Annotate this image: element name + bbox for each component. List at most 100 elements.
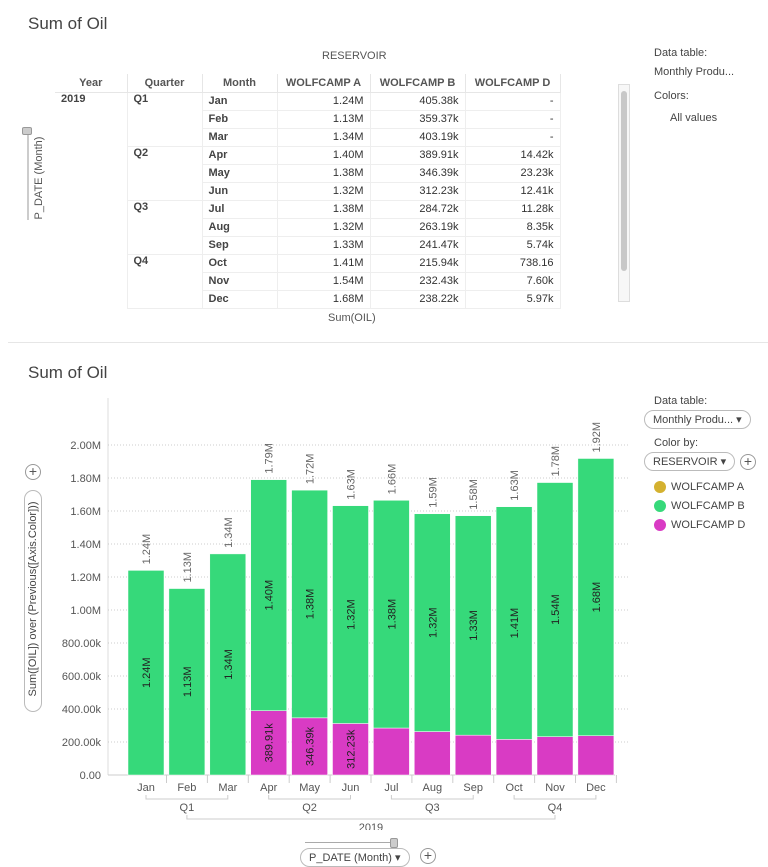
header-year[interactable]: Year (55, 74, 128, 93)
row-axis-label[interactable]: P_DATE (Month) (33, 136, 45, 220)
table-row: Feb 1.13M 359.37k - (55, 110, 561, 129)
x-axis-selector-label: P_DATE (Month) (309, 852, 392, 864)
value-cell: - (465, 128, 561, 147)
bar-segment (495, 506, 533, 740)
colors-value[interactable]: All values (670, 112, 718, 124)
color-by-dropdown[interactable]: RESERVOIR ▾ (644, 452, 736, 471)
quarter-cell: Q4 (127, 254, 203, 309)
x-axis-selector[interactable]: P_DATE (Month) ▾ (300, 848, 410, 867)
table-row: 2019 Q1 Jan 1.24M 405.38k - (55, 92, 561, 308)
value-cell: 1.32M (277, 182, 371, 201)
add-x-axis-button[interactable]: + (420, 848, 436, 864)
bar-segment (250, 710, 287, 776)
vertical-scrollbar[interactable] (618, 84, 630, 302)
legend-item[interactable]: WOLFCAMP B (654, 500, 745, 513)
bar-total-label: 1.58M (468, 479, 480, 510)
bar-segment (291, 489, 328, 719)
bar-segment (414, 513, 451, 732)
year-cell: 2019 (55, 92, 128, 308)
legend-item[interactable]: WOLFCAMP D (654, 519, 746, 532)
data-table-value[interactable]: Monthly Produ... (654, 66, 735, 78)
quarter-label: Q4 (548, 802, 563, 814)
x-tick-label: Jan (137, 782, 155, 794)
bar-segment-label: 1.40M (264, 580, 276, 611)
bar-segment-label: 1.13M (182, 666, 194, 697)
bar-total-label: 1.78M (550, 446, 562, 477)
value-cell: 1.33M (277, 236, 371, 255)
table-row: Q4 Oct 1.41M 215.94k 738.16 (55, 254, 561, 309)
value-cell: 1.24M (277, 92, 371, 111)
chevron-down-icon: ▾ (720, 456, 727, 468)
x-tick-label: Sep (463, 782, 483, 794)
legend-swatch (654, 481, 666, 494)
bar-total-label: 1.13M (182, 552, 194, 583)
bar-segment-label: 1.38M (305, 589, 317, 620)
bar-segment-label: 1.68M (591, 582, 603, 613)
legend-label: WOLFCAMP A (671, 481, 745, 493)
month-cell: Oct (202, 254, 278, 273)
month-cell: Jan (202, 92, 278, 111)
month-cell: Jul (202, 200, 278, 219)
scrollbar-thumb[interactable] (621, 91, 627, 271)
header-wolfcamp-a[interactable]: WOLFCAMP A (277, 74, 371, 93)
bar-segment (577, 735, 615, 776)
data-table-dropdown[interactable]: Monthly Produ... ▾ (644, 410, 751, 429)
bar-total-label: 1.79M (264, 443, 276, 474)
x-slider-handle[interactable] (390, 838, 398, 848)
table-row: Mar 1.34M 403.19k - (55, 128, 561, 147)
header-month[interactable]: Month (202, 74, 278, 93)
bar-total-label: 1.63M (346, 469, 358, 500)
value-cell: - (465, 110, 561, 129)
bar-segment (373, 500, 410, 729)
add-y-axis-button[interactable]: + (25, 464, 41, 480)
y-tick-label: 2.00M (70, 440, 101, 452)
header-quarter[interactable]: Quarter (127, 74, 203, 93)
value-cell: 5.74k (465, 236, 561, 255)
value-cell: 1.34M (277, 128, 371, 147)
table-row: Sep 1.33M 241.47k 5.74k (55, 236, 561, 255)
bar-chart: 0.00 200.00k 400.00k 600.00k 800.00k 1.00M 1.2… (62, 398, 630, 830)
quarter-cell: Q2 (127, 146, 203, 201)
y-tick-label: 400.00k (62, 704, 102, 716)
value-cell: 1.13M (277, 110, 371, 129)
bar-segment-label: 1.33M (468, 610, 480, 641)
value-cell: 1.40M (277, 146, 371, 165)
y-tick-label: 600.00k (62, 671, 102, 683)
legend-item[interactable]: WOLFCAMP A (654, 481, 745, 494)
bar-segment-label: 1.24M (141, 657, 153, 688)
add-color-button[interactable]: + (740, 454, 756, 470)
header-wolfcamp-d[interactable]: WOLFCAMP D (465, 74, 561, 93)
y-axis-selector-label[interactable]: Sum([OIL]) over (Previous([Axis.Color])) (27, 501, 39, 697)
bar-segment (332, 723, 369, 776)
value-cell: 1.41M (277, 254, 371, 273)
bar-segment (291, 717, 328, 776)
month-cell: Feb (202, 110, 278, 129)
bar-total-label: 1.66M (386, 464, 398, 495)
chevron-down-icon: ▾ (736, 414, 742, 426)
slider-handle[interactable] (22, 127, 32, 135)
quarter-cell: Q3 (127, 200, 203, 255)
quarter-bracket (145, 795, 229, 800)
legend-label: WOLFCAMP D (671, 519, 746, 531)
bar-total-label: 1.92M (591, 422, 603, 453)
legend-label: WOLFCAMP B (671, 500, 745, 512)
bar-total-label: 1.63M (509, 470, 521, 501)
quarter-bracket (268, 795, 351, 800)
y-axis-selector[interactable] (24, 490, 42, 712)
row-axis-slider[interactable] (27, 130, 29, 220)
value-cell: 241.47k (370, 236, 466, 255)
quarter-bracket (513, 795, 597, 800)
x-tick-label: Aug (423, 782, 443, 794)
value-cell: 346.39k (370, 164, 466, 183)
y-tick-label: 800.00k (62, 638, 102, 650)
bar-total-label: 1.24M (141, 534, 153, 565)
bar-total-label: 1.72M (305, 454, 317, 485)
data-table-value: Monthly Produ... (653, 414, 734, 426)
table-panel: Sum of Oil (8, 0, 768, 343)
quarter-label: Q3 (425, 802, 440, 814)
y-tick-label: 1.00M (70, 605, 101, 617)
header-wolfcamp-b[interactable]: WOLFCAMP B (370, 74, 466, 93)
x-tick-label: Feb (177, 782, 196, 794)
bar-segment (454, 515, 492, 736)
x-slider-track[interactable] (305, 842, 397, 843)
